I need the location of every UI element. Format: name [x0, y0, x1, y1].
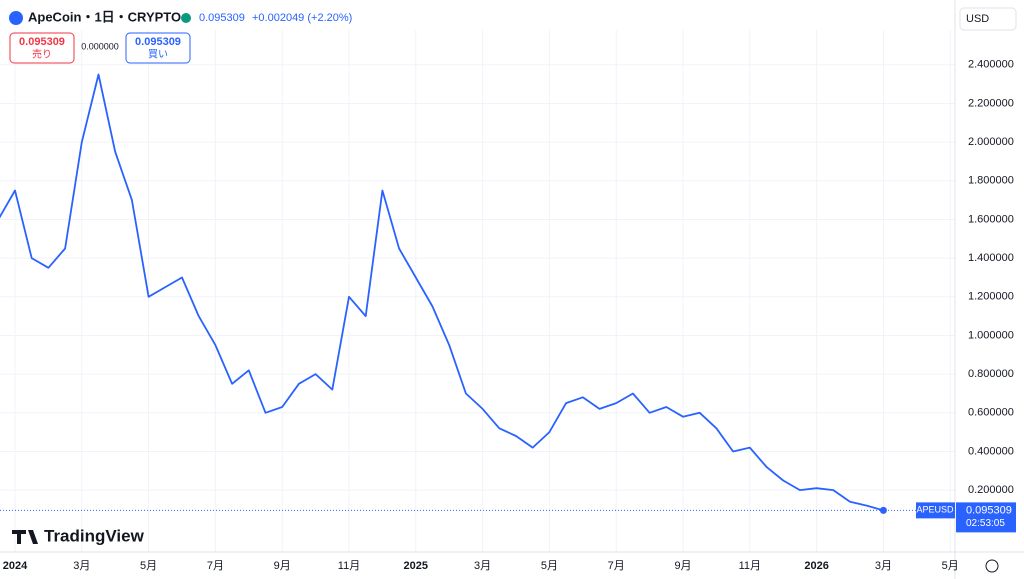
- y-tick-label: 0.400000: [968, 445, 1014, 457]
- y-tick-label: 1.600000: [968, 213, 1014, 225]
- x-tick-label: 9月: [274, 560, 291, 572]
- x-tick-label: 3月: [875, 560, 892, 572]
- spread: 0.000000: [81, 41, 119, 51]
- coin-icon: [9, 11, 23, 25]
- price: 0.095309: [199, 12, 245, 24]
- x-tick-label: 9月: [674, 560, 691, 572]
- x-tick-label: 5月: [140, 560, 157, 572]
- price-line: [0, 73, 884, 512]
- price-tag-label: 0.095309: [966, 504, 1012, 516]
- symbol-title[interactable]: ApeCoin・1日・CRYPTO: [28, 9, 181, 24]
- x-tick-label: 11月: [338, 560, 360, 572]
- logo-mark: [12, 530, 38, 544]
- y-tick-label: 2.200000: [968, 97, 1014, 109]
- x-tick-label: 11月: [739, 560, 761, 572]
- logo: TradingView: [44, 526, 145, 545]
- sell-label: 売り: [32, 48, 52, 61]
- symbol-tag-label: APEUSD: [916, 505, 954, 515]
- axes: 0.200000 0.400000 0.600000 0.800000 1.000000…: [3, 59, 1016, 572]
- y-tick-label: 1.800000: [968, 175, 1014, 187]
- status-dot: [181, 13, 191, 23]
- x-tick-label: 2026: [804, 560, 828, 572]
- grid: [0, 30, 955, 552]
- change: +0.002049 (+2.20%): [252, 12, 352, 24]
- buy-label: 買い: [148, 49, 168, 61]
- x-tick-label: 7月: [608, 560, 625, 572]
- price-tag: [956, 502, 1016, 533]
- symbol-tag: [916, 502, 955, 519]
- y-tick-label: 2.400000: [968, 59, 1014, 71]
- y-tick-label: 0.600000: [968, 407, 1014, 419]
- x-tick-label: 2025: [404, 560, 428, 572]
- x-tick-label: 7月: [207, 560, 224, 572]
- currency-button[interactable]: [959, 7, 1017, 31]
- x-tick-label: 3月: [73, 560, 90, 572]
- y-tick-label: 2.000000: [968, 136, 1014, 148]
- sell-button[interactable]: [9, 32, 75, 64]
- x-tick-label: 3月: [474, 560, 491, 572]
- currency: USD: [966, 13, 989, 25]
- y-tick-label: 1.200000: [968, 291, 1014, 303]
- y-tick-label: 0.800000: [968, 368, 1014, 380]
- y-tick-label: 1.000000: [968, 329, 1014, 341]
- x-tick-label: 2024: [3, 560, 28, 572]
- buy-price: 0.095309: [135, 36, 181, 48]
- x-tick-label: 5月: [541, 560, 558, 572]
- buy-button[interactable]: [125, 32, 191, 64]
- x-tick-label: 5月: [942, 560, 959, 572]
- y-tick-label: 1.400000: [968, 252, 1014, 264]
- plot: [0, 73, 955, 514]
- y-tick-label: 0.200000: [968, 484, 1014, 496]
- last-point: [879, 506, 887, 514]
- settings-icon[interactable]: [985, 559, 999, 573]
- countdown: 02:53:05: [966, 518, 1005, 529]
- sell-price: 0.095309: [19, 36, 65, 48]
